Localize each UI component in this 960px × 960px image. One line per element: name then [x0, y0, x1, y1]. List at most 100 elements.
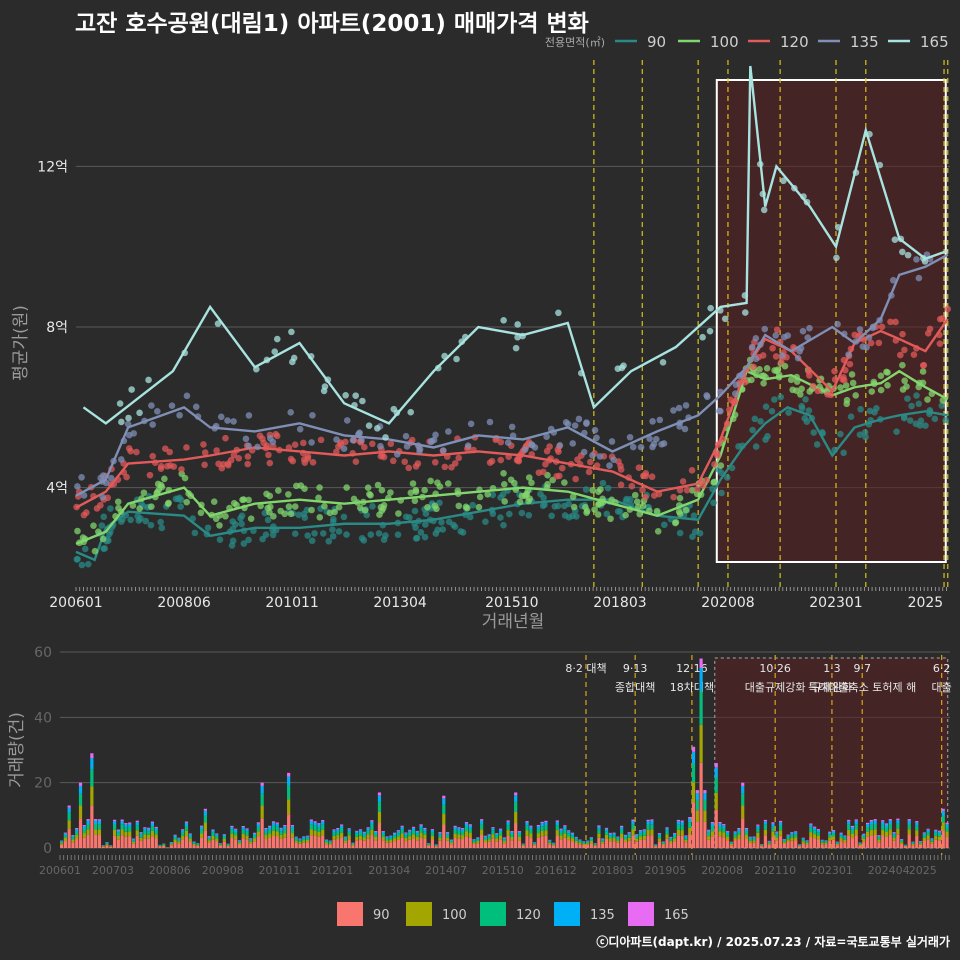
bar-segment: [862, 834, 866, 837]
bar-x-tick-label: 202008: [701, 864, 743, 877]
bar-segment: [873, 819, 877, 821]
bar-segment: [434, 846, 438, 848]
bar-segment: [873, 834, 877, 848]
bar-x-tick-label: 201011: [258, 864, 300, 877]
bar-segment: [688, 827, 692, 835]
bar-segment: [283, 825, 287, 827]
data-point: [321, 502, 328, 510]
bar-segment: [215, 833, 219, 835]
bar-segment: [82, 828, 86, 834]
bar-segment: [112, 829, 117, 836]
bar-segment: [661, 843, 665, 846]
bar-segment: [94, 819, 98, 821]
bar-segment: [476, 841, 480, 844]
data-point: [543, 433, 550, 440]
data-point: [780, 177, 787, 185]
bar-segment: [514, 795, 518, 802]
bar-segment: [896, 828, 900, 835]
bar-segment: [521, 844, 525, 846]
bar-segment: [268, 837, 272, 848]
legend-label: 100: [710, 33, 739, 51]
bar-segment: [271, 821, 276, 823]
bar-segment: [881, 829, 885, 836]
data-point: [802, 396, 809, 403]
data-point: [290, 354, 298, 362]
data-point: [245, 412, 253, 419]
bar-segment: [813, 838, 817, 848]
bar-segment: [843, 842, 847, 848]
data-point: [689, 533, 696, 540]
bar-segment: [771, 822, 775, 824]
data-point: [916, 422, 924, 429]
bar-segment: [377, 795, 382, 802]
data-point: [213, 447, 220, 454]
bar-segment: [585, 843, 590, 845]
bar-segment: [725, 831, 730, 832]
bar-segment: [563, 837, 567, 848]
bar-segment: [926, 829, 930, 833]
bar-segment: [506, 825, 510, 831]
bar-x-tick-label: 201905: [644, 864, 686, 877]
bar-segment: [97, 829, 102, 836]
data-point: [603, 510, 611, 518]
bar-segment: [597, 837, 601, 848]
data-point: [326, 509, 334, 517]
bar-segment: [559, 829, 563, 832]
bar-segment: [340, 832, 344, 838]
bar-segment: [480, 829, 484, 836]
bar-segment: [162, 844, 166, 846]
bar-segment: [733, 840, 737, 848]
bar-segment: [321, 820, 325, 822]
data-point: [721, 315, 729, 323]
bar-segment: [457, 834, 461, 839]
bottom-legend-label: 120: [516, 908, 541, 923]
bar-segment: [377, 823, 382, 848]
data-point: [504, 439, 512, 446]
bar-segment: [317, 824, 321, 828]
data-point: [626, 433, 634, 441]
data-point: [455, 502, 463, 510]
bar-segment: [75, 829, 79, 832]
bar-x-tick-label: 200703: [92, 864, 134, 877]
data-point: [591, 426, 599, 434]
data-point: [676, 494, 684, 502]
bar-segment: [147, 828, 151, 832]
data-point: [884, 381, 891, 389]
bar-segment: [593, 843, 597, 845]
bar-segment: [760, 845, 764, 847]
x-axis-label: 거래년월: [482, 612, 545, 632]
bar-segment: [230, 829, 234, 834]
bar-segment: [684, 837, 688, 840]
data-point: [904, 395, 911, 402]
bar-segment: [461, 835, 465, 840]
data-point: [98, 522, 106, 529]
bar-segment: [574, 840, 578, 843]
bar-segment: [328, 841, 332, 844]
data-point: [913, 392, 920, 399]
bar-segment: [642, 829, 646, 831]
bar-segment: [332, 829, 336, 831]
data-point: [803, 418, 811, 425]
data-point: [572, 475, 579, 483]
data-point: [453, 355, 460, 363]
data-point: [140, 489, 148, 497]
bar-segment: [283, 837, 287, 848]
data-point: [936, 315, 944, 323]
data-point: [254, 443, 261, 451]
data-point: [913, 256, 920, 263]
bar-segment: [309, 835, 313, 848]
bar-segment: [835, 843, 839, 846]
bar-segment: [794, 832, 798, 835]
data-point: [936, 340, 944, 347]
bar-segment: [158, 845, 162, 846]
bar-segment: [551, 843, 556, 845]
bar-segment: [888, 834, 892, 848]
bar-segment: [563, 825, 567, 827]
bar-segment: [915, 821, 919, 823]
data-point: [499, 491, 507, 498]
data-point: [614, 365, 622, 372]
bar-segment: [790, 834, 794, 838]
bar-segment: [559, 835, 563, 840]
data-point: [287, 409, 295, 416]
bar-segment: [589, 837, 593, 838]
